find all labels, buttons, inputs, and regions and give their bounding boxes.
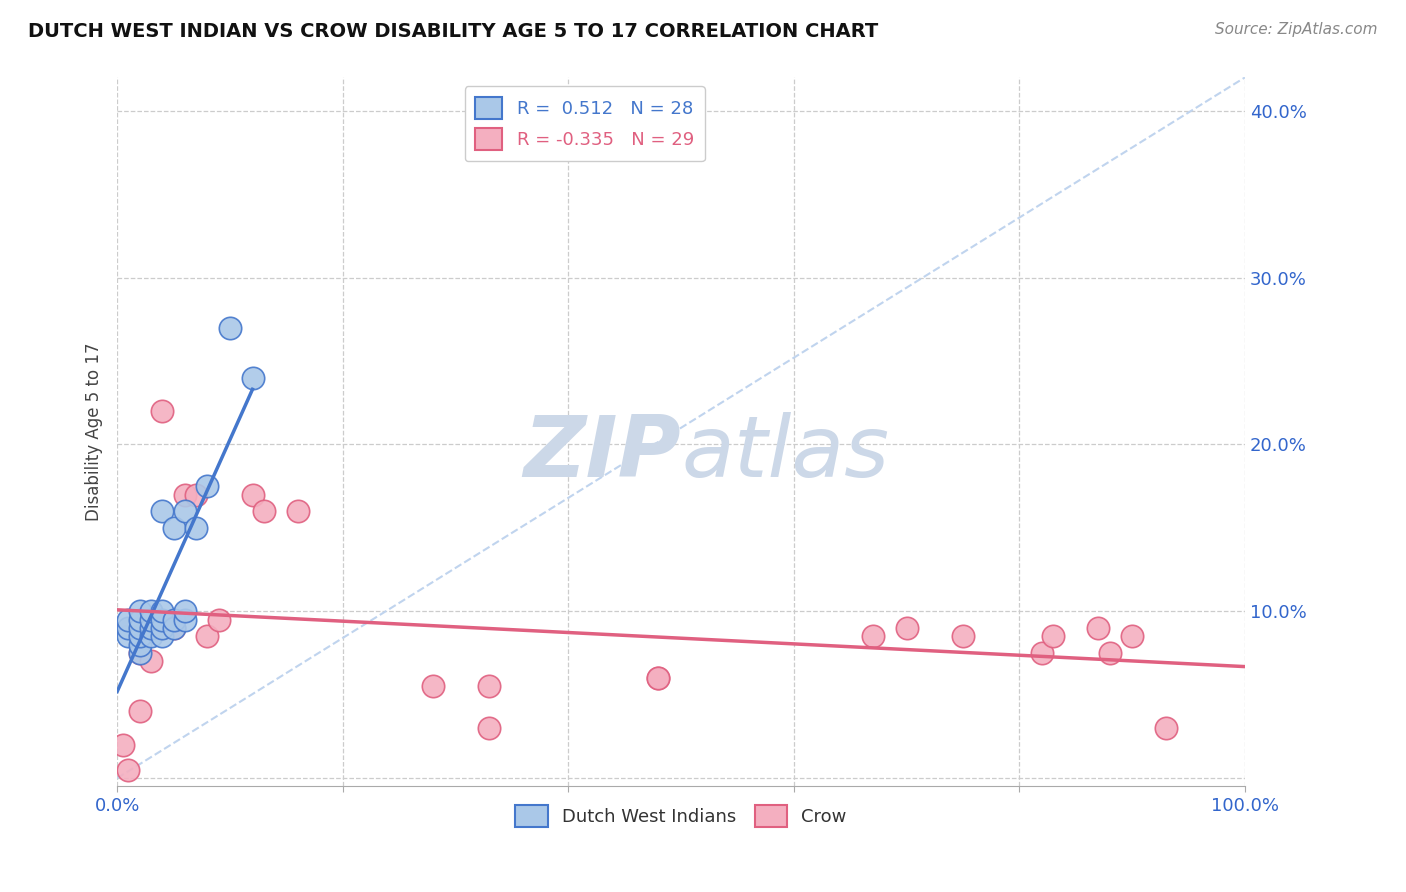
Point bbox=[173, 604, 195, 618]
Point bbox=[197, 479, 219, 493]
Point bbox=[1042, 629, 1064, 643]
Point bbox=[287, 504, 309, 518]
Point bbox=[117, 621, 139, 635]
Point bbox=[208, 613, 231, 627]
Point bbox=[128, 638, 150, 652]
Text: ZIP: ZIP bbox=[523, 412, 681, 495]
Point bbox=[139, 621, 162, 635]
Point bbox=[253, 504, 276, 518]
Point bbox=[150, 504, 173, 518]
Point bbox=[111, 738, 134, 752]
Point bbox=[242, 370, 264, 384]
Point bbox=[647, 671, 669, 685]
Point bbox=[173, 504, 195, 518]
Point bbox=[128, 646, 150, 660]
Point bbox=[1098, 646, 1121, 660]
Point bbox=[1121, 629, 1143, 643]
Text: Source: ZipAtlas.com: Source: ZipAtlas.com bbox=[1215, 22, 1378, 37]
Point bbox=[184, 487, 207, 501]
Point bbox=[896, 621, 918, 635]
Point bbox=[1087, 621, 1109, 635]
Point bbox=[139, 604, 162, 618]
Point bbox=[117, 613, 139, 627]
Point bbox=[1031, 646, 1053, 660]
Point bbox=[150, 613, 173, 627]
Point bbox=[128, 621, 150, 635]
Point bbox=[952, 629, 974, 643]
Point bbox=[117, 763, 139, 777]
Point bbox=[128, 646, 150, 660]
Point bbox=[242, 487, 264, 501]
Point bbox=[184, 521, 207, 535]
Point bbox=[139, 629, 162, 643]
Point bbox=[150, 629, 173, 643]
Point bbox=[150, 604, 173, 618]
Text: atlas: atlas bbox=[681, 412, 889, 495]
Point bbox=[173, 487, 195, 501]
Point bbox=[150, 404, 173, 418]
Point bbox=[117, 629, 139, 643]
Point bbox=[862, 629, 884, 643]
Point bbox=[422, 679, 444, 693]
Point bbox=[173, 613, 195, 627]
Point bbox=[139, 613, 162, 627]
Point bbox=[1154, 721, 1177, 735]
Point bbox=[197, 629, 219, 643]
Point bbox=[162, 621, 184, 635]
Point bbox=[162, 613, 184, 627]
Point bbox=[128, 629, 150, 643]
Text: DUTCH WEST INDIAN VS CROW DISABILITY AGE 5 TO 17 CORRELATION CHART: DUTCH WEST INDIAN VS CROW DISABILITY AGE… bbox=[28, 22, 879, 41]
Point bbox=[162, 521, 184, 535]
Point bbox=[647, 671, 669, 685]
Point bbox=[162, 621, 184, 635]
Legend: Dutch West Indians, Crow: Dutch West Indians, Crow bbox=[508, 797, 853, 834]
Point bbox=[478, 679, 501, 693]
Point bbox=[139, 621, 162, 635]
Point bbox=[128, 613, 150, 627]
Point bbox=[150, 621, 173, 635]
Point bbox=[128, 604, 150, 618]
Point bbox=[139, 654, 162, 668]
Y-axis label: Disability Age 5 to 17: Disability Age 5 to 17 bbox=[86, 343, 103, 521]
Point bbox=[128, 705, 150, 719]
Point bbox=[478, 721, 501, 735]
Point bbox=[219, 320, 242, 334]
